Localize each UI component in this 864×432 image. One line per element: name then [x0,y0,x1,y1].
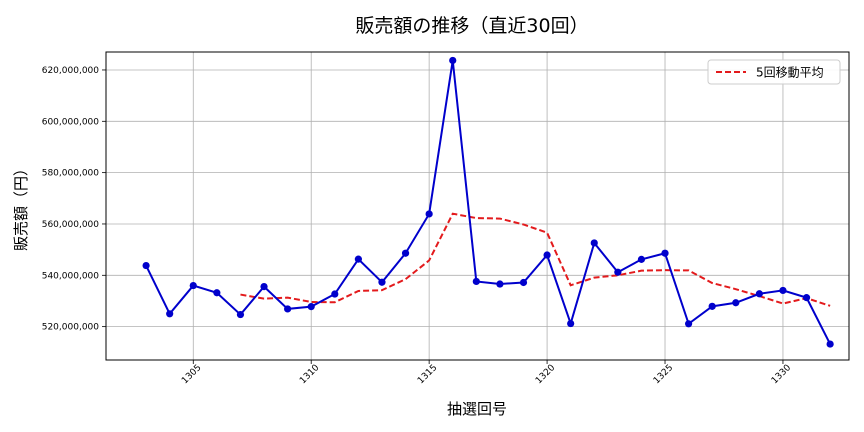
y-axis-ticks: 520,000,000 540,000,000 560,000,000 580,000… [42,66,106,333]
y-tick-label: 540,000,000 [42,271,100,281]
sales-point [401,249,410,257]
sales-point [166,310,174,318]
sales-point [307,303,315,311]
sales-point [802,294,811,302]
y-axis-title: 販売額（円） [12,161,30,251]
sales-point [378,278,386,286]
chart-title: 販売額の推移（直近30回） [355,15,588,37]
x-axis-title: 抽選回号 [447,400,507,418]
legend: 5回移動平均 [707,59,841,85]
sales-point [661,249,669,257]
y-tick-label: 560,000,000 [42,220,100,230]
sales-point [708,302,716,310]
y-tick-label: 580,000,000 [42,169,100,179]
sales-point [354,255,362,263]
sales-point [425,210,433,218]
sales-point [543,251,551,259]
sales-point [260,282,268,291]
sales-point [614,268,622,276]
sales-point [213,289,221,297]
sales-point [519,278,528,287]
sales-point [496,280,504,288]
legend-moving-average-label: 5回移動平均 [756,66,824,80]
sales-point [331,290,339,298]
y-tick-label: 620,000,000 [42,66,100,76]
series-group [142,56,834,348]
sales-point [449,56,457,65]
sales-point [236,310,245,319]
grid-lines [106,52,849,360]
sales-point [637,255,646,263]
sales-point [732,299,740,307]
sales-point [779,286,787,295]
sales-point [567,319,575,328]
plot-frame [105,51,850,361]
y-tick-label: 520,000,000 [42,323,100,333]
sales-point [472,277,480,286]
sales-point [685,320,693,328]
sales-point [826,340,834,348]
sales-point [590,239,598,247]
sales-line [145,60,832,345]
y-tick-label: 600,000,000 [42,117,100,127]
sales-point [142,261,150,270]
sales-point [755,290,763,298]
sales-point [284,305,292,313]
sales-point [189,281,197,290]
moving-average-line [240,212,831,307]
legend-box [707,59,841,85]
